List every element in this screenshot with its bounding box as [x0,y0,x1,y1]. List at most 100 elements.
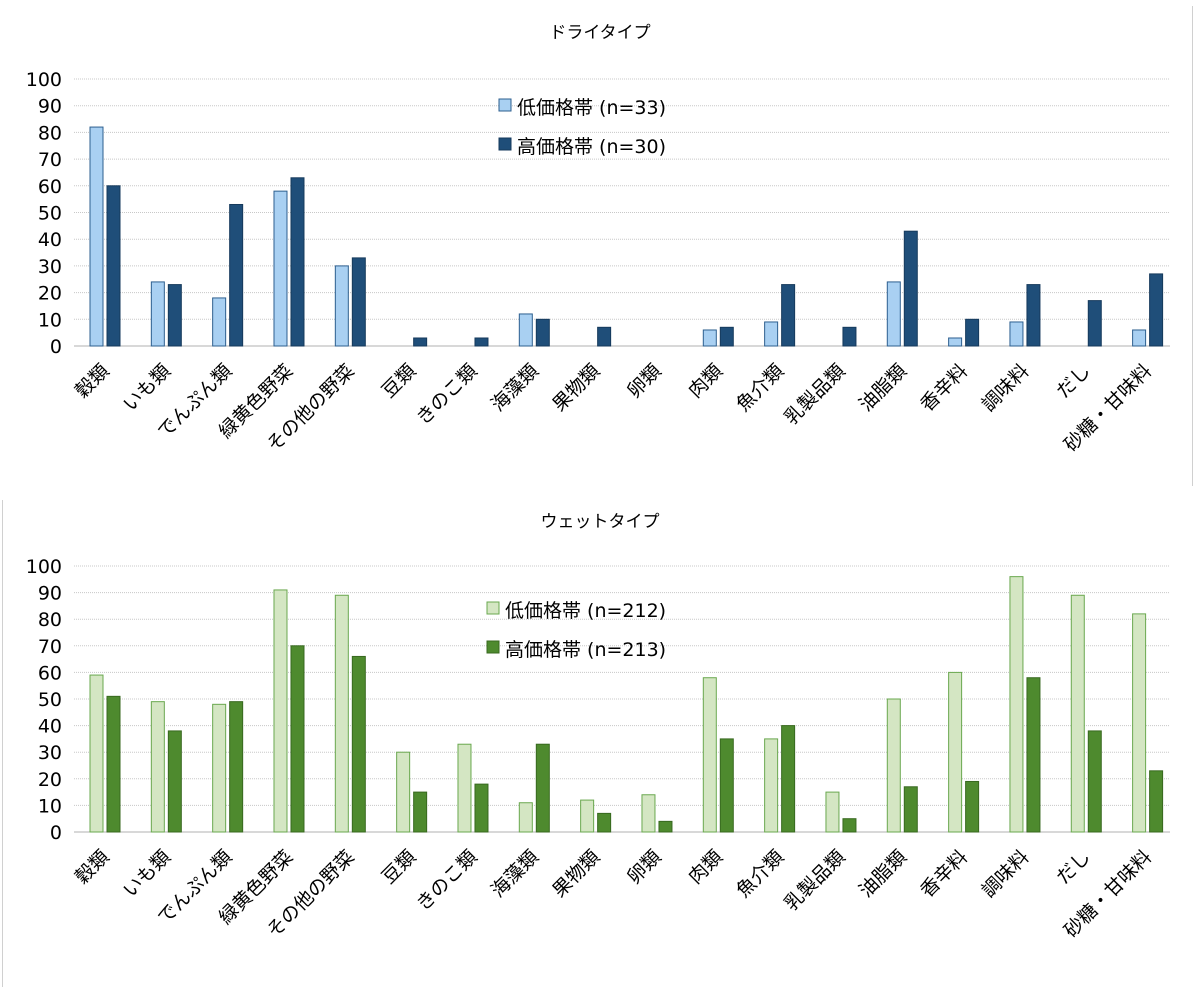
x-category-label: 豆類 [378,360,420,402]
x-category-label: きのこ類 [412,846,481,915]
low-price-bar [334,265,349,347]
x-category-label: だし [1052,360,1094,402]
x-category-label: 油脂類 [855,360,911,416]
high-price-bar [1149,273,1164,347]
high-price-bar [106,185,121,347]
high-price-bar [1026,677,1041,833]
low-price-bar [334,594,349,833]
y-tick-label: 70 [38,149,62,171]
chart-title: ドライタイプ [549,23,650,43]
high-price-bar [413,337,428,347]
high-price-bar [842,818,857,833]
low-price-bar [886,698,901,833]
low-price-bar [150,701,165,833]
y-tick-label: 90 [38,583,62,605]
y-tick-label: 60 [38,662,62,684]
high-price-bar [781,725,796,833]
high-price-bar [351,655,366,833]
high-price-bar [535,743,550,833]
dry-type-chart: ドライタイプ 0 10 20 30 40 50 60 70 80 90 100 穀類 いも類 でんぷん類 緑黄… [0,0,1200,488]
low-price-bar [1132,613,1147,833]
low-price-bar [825,791,840,833]
low-price-bar [886,281,901,347]
y-tick-label: 100 [26,69,62,91]
y-tick-label: 100 [26,556,62,578]
high-price-bar [597,812,612,833]
high-price-bar [474,783,489,833]
high-price-bar [1087,730,1102,833]
low-price-bar [948,671,963,833]
legend-swatch [498,137,512,151]
low-price-bar [764,321,779,347]
x-category-label: 卵類 [623,360,665,402]
x-category-label: 海藻類 [487,360,543,416]
high-price-bar [229,701,244,833]
x-category-label: 豆類 [378,846,420,888]
low-price-bar [457,743,472,833]
low-price-bar [764,738,779,833]
high-price-bar [413,791,428,833]
low-price-bar [518,313,533,347]
y-tick-label: 0 [50,336,62,358]
x-category-label: 穀類 [71,360,113,402]
x-category-label: 肉類 [684,360,726,402]
y-tick-label: 70 [38,636,62,658]
high-price-bar [965,780,980,833]
high-price-bar [167,730,182,833]
x-category-label: 穀類 [71,846,113,888]
low-price-bar [273,190,288,347]
legend-swatch [498,98,512,112]
x-category-label: いも類 [119,846,175,902]
low-price-bar [1009,576,1024,833]
x-category-label: 調味料 [978,846,1034,902]
x-category-label: だし [1052,846,1094,888]
low-price-bar [1009,321,1024,347]
legend-label: 高価格帯 (n=213) [505,639,666,661]
low-price-bar [518,802,533,833]
low-price-bar [273,589,288,833]
y-tick-label: 50 [38,203,62,225]
low-price-bar [1132,329,1147,347]
low-price-bar [641,794,656,833]
high-price-bar [1087,300,1102,347]
high-price-bar [290,177,305,347]
low-price-bar [212,703,227,833]
x-category-label: 乳製品類 [780,360,849,429]
y-tick-label: 40 [38,716,62,738]
high-price-bar [903,786,918,833]
x-category-label: 果物類 [548,360,604,416]
y-tick-label: 90 [38,96,62,118]
x-category-label: 果物類 [548,846,604,902]
y-tick-label: 80 [38,122,62,144]
y-tick-label: 20 [38,283,62,305]
low-price-bar [702,329,717,347]
high-price-bar [781,284,796,347]
high-price-bar [106,695,121,833]
low-price-bar [1070,594,1085,833]
y-tick-label: 0 [50,822,62,844]
x-category-label: 肉類 [684,846,726,888]
low-price-bar [150,281,165,347]
high-price-bar [658,820,673,833]
low-price-bar [702,677,717,833]
x-category-label: 卵類 [623,846,665,888]
legend-label: 低価格帯 (n=212) [505,600,666,622]
x-category-label: 魚介類 [732,846,788,902]
high-price-bar [290,645,305,833]
x-category-label: 乳製品類 [780,846,849,915]
high-price-bar [1026,284,1041,347]
y-tick-label: 30 [38,256,62,278]
y-tick-label: 60 [38,176,62,198]
low-price-bar [89,126,104,347]
y-tick-label: 30 [38,742,62,764]
x-category-label: 海藻類 [487,846,543,902]
high-price-bar [474,337,489,347]
legend-label: 高価格帯 (n=30) [517,136,666,158]
chart-title: ウェットタイプ [541,512,660,532]
high-price-bar [229,203,244,347]
x-category-label: 油脂類 [855,846,911,902]
y-tick-label: 10 [38,795,62,817]
high-price-bar [351,257,366,347]
